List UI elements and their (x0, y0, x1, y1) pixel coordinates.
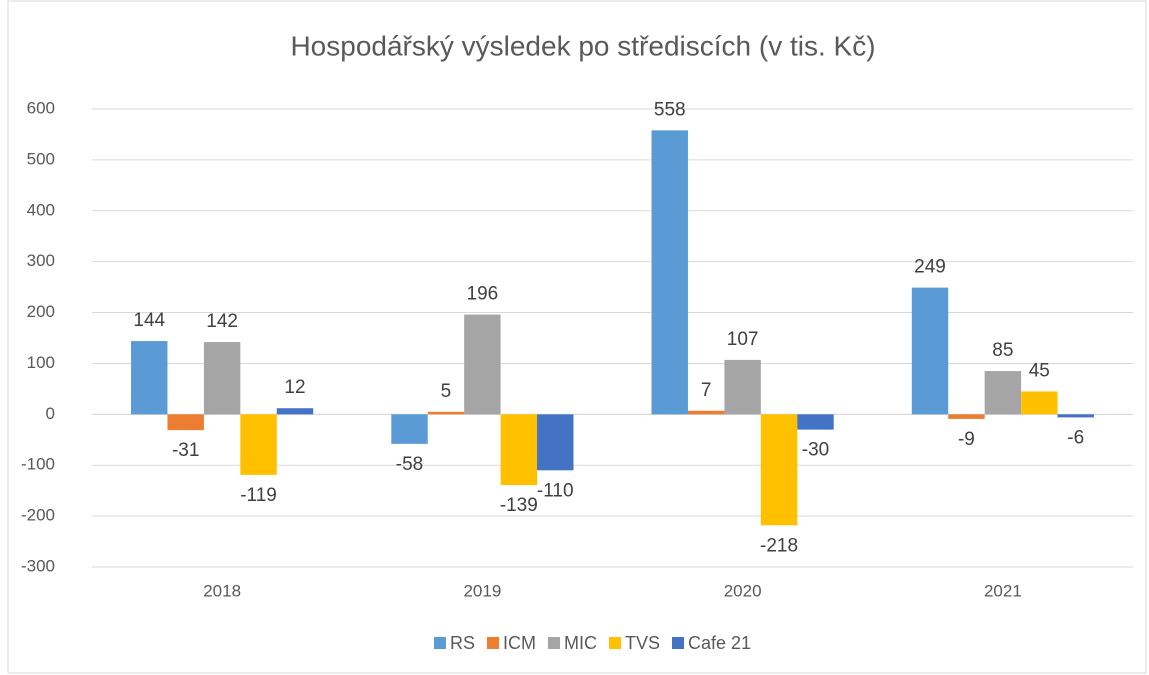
data-label: 144 (133, 310, 165, 331)
legend-swatch (671, 637, 684, 649)
data-label: 196 (467, 284, 499, 305)
legend-label: MIC (564, 633, 597, 653)
data-label: -218 (760, 535, 798, 556)
y-tick-label: 300 (27, 251, 55, 270)
legend-swatch (547, 637, 560, 649)
bar (500, 414, 538, 486)
bar (276, 408, 314, 415)
legend-label: RS (450, 633, 475, 653)
chart-border (7, 0, 1147, 674)
data-label: -6 (1067, 427, 1084, 448)
bar (391, 414, 428, 444)
bar (651, 130, 688, 415)
data-label: 107 (727, 329, 759, 350)
legend-label: TVS (625, 633, 660, 653)
bar (724, 359, 761, 415)
data-label: -139 (500, 495, 538, 516)
bar (911, 287, 949, 415)
data-label: 7 (701, 380, 712, 401)
data-label: -31 (172, 440, 199, 461)
data-label: 12 (284, 377, 305, 398)
x-tick-label: 2019 (463, 581, 501, 600)
bar (537, 414, 574, 471)
bar (167, 414, 204, 431)
y-tick-label: 0 (46, 404, 55, 423)
data-label: 45 (1029, 360, 1050, 381)
data-label: -110 (537, 480, 574, 501)
bar (984, 371, 1022, 415)
bar (464, 314, 501, 415)
bar (131, 341, 168, 415)
bar (1021, 391, 1058, 415)
data-label: 85 (992, 340, 1013, 361)
data-label: -30 (802, 440, 829, 461)
legend: RS ICM MIC TVS Cafe 21 (433, 633, 751, 653)
bar (240, 414, 277, 475)
data-label: 5 (441, 381, 452, 402)
data-label: 558 (654, 99, 686, 120)
y-tick-label: -300 (21, 556, 55, 575)
y-tick-label: 600 (27, 98, 55, 117)
chart-title: Hospodářský výsledek po střediscích (v t… (290, 30, 875, 61)
data-label: -119 (240, 485, 277, 506)
legend-label: ICM (503, 633, 536, 653)
bar (760, 414, 798, 526)
legend-label: Cafe 21 (688, 633, 751, 653)
y-tick-label: 400 (27, 200, 55, 219)
legend-swatch (486, 637, 499, 649)
data-label: -9 (958, 429, 975, 450)
bar (427, 411, 465, 415)
legend-swatch (608, 637, 621, 649)
bar (797, 414, 834, 430)
bar (687, 410, 725, 415)
x-tick-label: 2018 (203, 581, 241, 600)
bar (203, 342, 241, 415)
data-label: 249 (914, 257, 946, 278)
bar (948, 414, 985, 419)
y-tick-label: -200 (21, 506, 55, 525)
x-tick-label: 2021 (984, 581, 1022, 600)
data-label: -58 (396, 454, 423, 475)
y-tick-label: 500 (27, 149, 55, 168)
bar (1057, 414, 1094, 418)
y-tick-label: -100 (21, 455, 55, 474)
data-label: 142 (206, 311, 238, 332)
y-tick-label: 100 (27, 353, 55, 372)
y-tick-label: 200 (27, 302, 55, 321)
legend-swatch (433, 637, 446, 649)
x-tick-label: 2020 (724, 581, 762, 600)
